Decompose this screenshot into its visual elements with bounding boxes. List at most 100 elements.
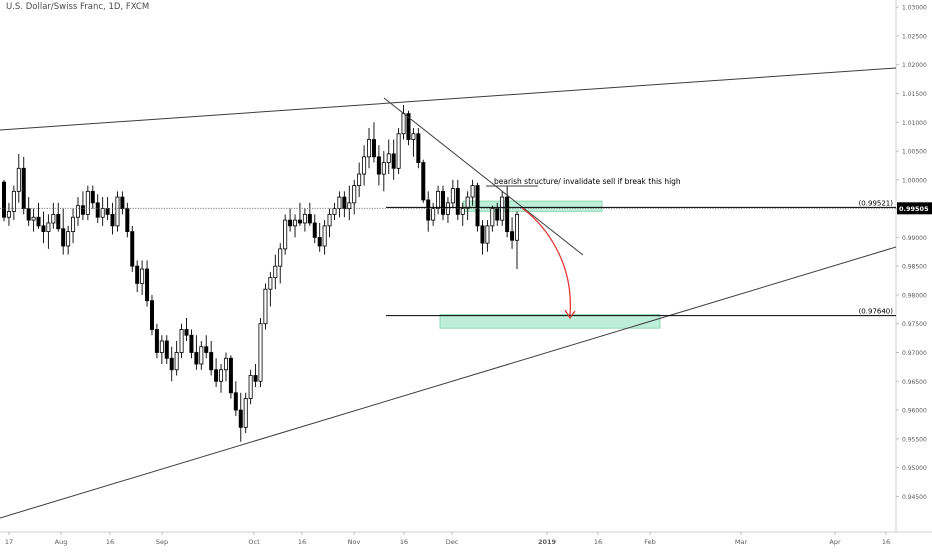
candle-body[interactable] <box>110 213 115 227</box>
candle-body[interactable] <box>140 268 145 284</box>
candle-body[interactable] <box>396 133 401 169</box>
candle-body[interactable] <box>243 398 248 428</box>
candle-body[interactable] <box>406 113 411 140</box>
candle-body[interactable] <box>135 265 140 284</box>
candle-body[interactable] <box>362 156 367 175</box>
candle-body[interactable] <box>71 216 76 233</box>
candle-body[interactable] <box>149 300 154 330</box>
candle-body[interactable] <box>391 153 396 169</box>
candle-body[interactable] <box>273 265 278 279</box>
candle-body[interactable] <box>293 219 298 227</box>
candle-body[interactable] <box>36 216 41 227</box>
candle-body[interactable] <box>11 190 16 212</box>
candle-body[interactable] <box>179 329 184 353</box>
candle-body[interactable] <box>515 213 520 241</box>
candle-body[interactable] <box>6 211 11 218</box>
target-zone[interactable] <box>439 314 661 329</box>
candle-body[interactable] <box>347 202 352 210</box>
candle-body[interactable] <box>470 185 475 198</box>
lower-channel-line[interactable] <box>0 246 897 519</box>
candle-body[interactable] <box>105 208 110 215</box>
candle-body[interactable] <box>46 222 51 233</box>
candle-body[interactable] <box>233 392 238 411</box>
candle-body[interactable] <box>125 208 130 233</box>
candle-body[interactable] <box>288 219 293 227</box>
descending-trendline[interactable] <box>383 97 584 256</box>
candle-body[interactable] <box>75 205 80 218</box>
candle-body[interactable] <box>480 225 485 244</box>
candle-body[interactable] <box>381 162 386 175</box>
candle-body[interactable] <box>90 190 95 204</box>
candle-body[interactable] <box>228 357 233 394</box>
candle-body[interactable] <box>376 156 381 175</box>
candle-body[interactable] <box>164 340 169 359</box>
candle-body[interactable] <box>455 188 460 215</box>
candle-body[interactable] <box>154 329 159 353</box>
candle-body[interactable] <box>258 323 263 382</box>
candle-body[interactable] <box>297 219 302 224</box>
candle-body[interactable] <box>426 199 431 221</box>
candle-body[interactable] <box>283 219 288 250</box>
candle-body[interactable] <box>312 222 317 238</box>
candle-body[interactable] <box>411 133 416 140</box>
candle-body[interactable] <box>16 167 21 192</box>
candle-body[interactable] <box>159 340 164 353</box>
candle-body[interactable] <box>169 357 174 371</box>
candle-body[interactable] <box>85 190 90 215</box>
candle-body[interactable] <box>209 352 214 371</box>
candle-body[interactable] <box>115 196 120 227</box>
candle-body[interactable] <box>100 208 105 218</box>
candle-body[interactable] <box>367 139 372 158</box>
candle-body[interactable] <box>238 409 243 428</box>
candle-body[interactable] <box>495 208 500 221</box>
upper-channel-line[interactable] <box>0 67 897 131</box>
price-axis-panel[interactable] <box>896 0 932 532</box>
candle-body[interactable] <box>450 188 455 204</box>
candle-body[interactable] <box>337 196 342 210</box>
candle-body[interactable] <box>51 213 56 224</box>
candle-body[interactable] <box>332 208 337 215</box>
candle-body[interactable] <box>56 213 61 230</box>
candle-body[interactable] <box>441 190 446 215</box>
candle-body[interactable] <box>145 268 150 302</box>
candle-body[interactable] <box>214 369 219 382</box>
candle-body[interactable] <box>342 196 347 210</box>
candle-body[interactable] <box>352 185 357 204</box>
candle-body[interactable] <box>268 277 273 290</box>
candle-body[interactable] <box>510 231 515 241</box>
candle-body[interactable] <box>416 133 421 163</box>
candle-body[interactable] <box>194 352 199 365</box>
candle-body[interactable] <box>431 208 436 221</box>
candle-body[interactable] <box>204 346 209 353</box>
candle-body[interactable] <box>386 153 391 163</box>
candle-body[interactable] <box>475 185 480 227</box>
candle-body[interactable] <box>2 181 7 218</box>
candle-body[interactable] <box>66 231 71 247</box>
candle-body[interactable] <box>189 334 194 353</box>
candle-body[interactable] <box>401 113 406 135</box>
candle-body[interactable] <box>80 205 85 215</box>
candle-body[interactable] <box>223 357 228 371</box>
candle-body[interactable] <box>485 225 490 244</box>
candle-body[interactable] <box>130 231 135 267</box>
candle-body[interactable] <box>174 352 179 371</box>
candle-body[interactable] <box>322 225 327 247</box>
candle-body[interactable] <box>21 167 26 210</box>
candle-body[interactable] <box>460 208 465 215</box>
candle-body[interactable] <box>302 213 307 224</box>
candle-body[interactable] <box>263 288 268 325</box>
candle-body[interactable] <box>327 213 332 227</box>
candle-body[interactable] <box>248 375 253 399</box>
candle-body[interactable] <box>505 196 510 233</box>
candle-body[interactable] <box>421 162 426 201</box>
candle-body[interactable] <box>184 329 189 336</box>
projection-arrow[interactable] <box>521 207 571 316</box>
candle-body[interactable] <box>61 228 66 247</box>
supply-zone[interactable] <box>462 200 603 212</box>
candle-body[interactable] <box>199 346 204 365</box>
candle-body[interactable] <box>219 369 224 382</box>
candle-body[interactable] <box>278 248 283 267</box>
candle-body[interactable] <box>307 213 312 224</box>
candle-body[interactable] <box>26 208 31 221</box>
